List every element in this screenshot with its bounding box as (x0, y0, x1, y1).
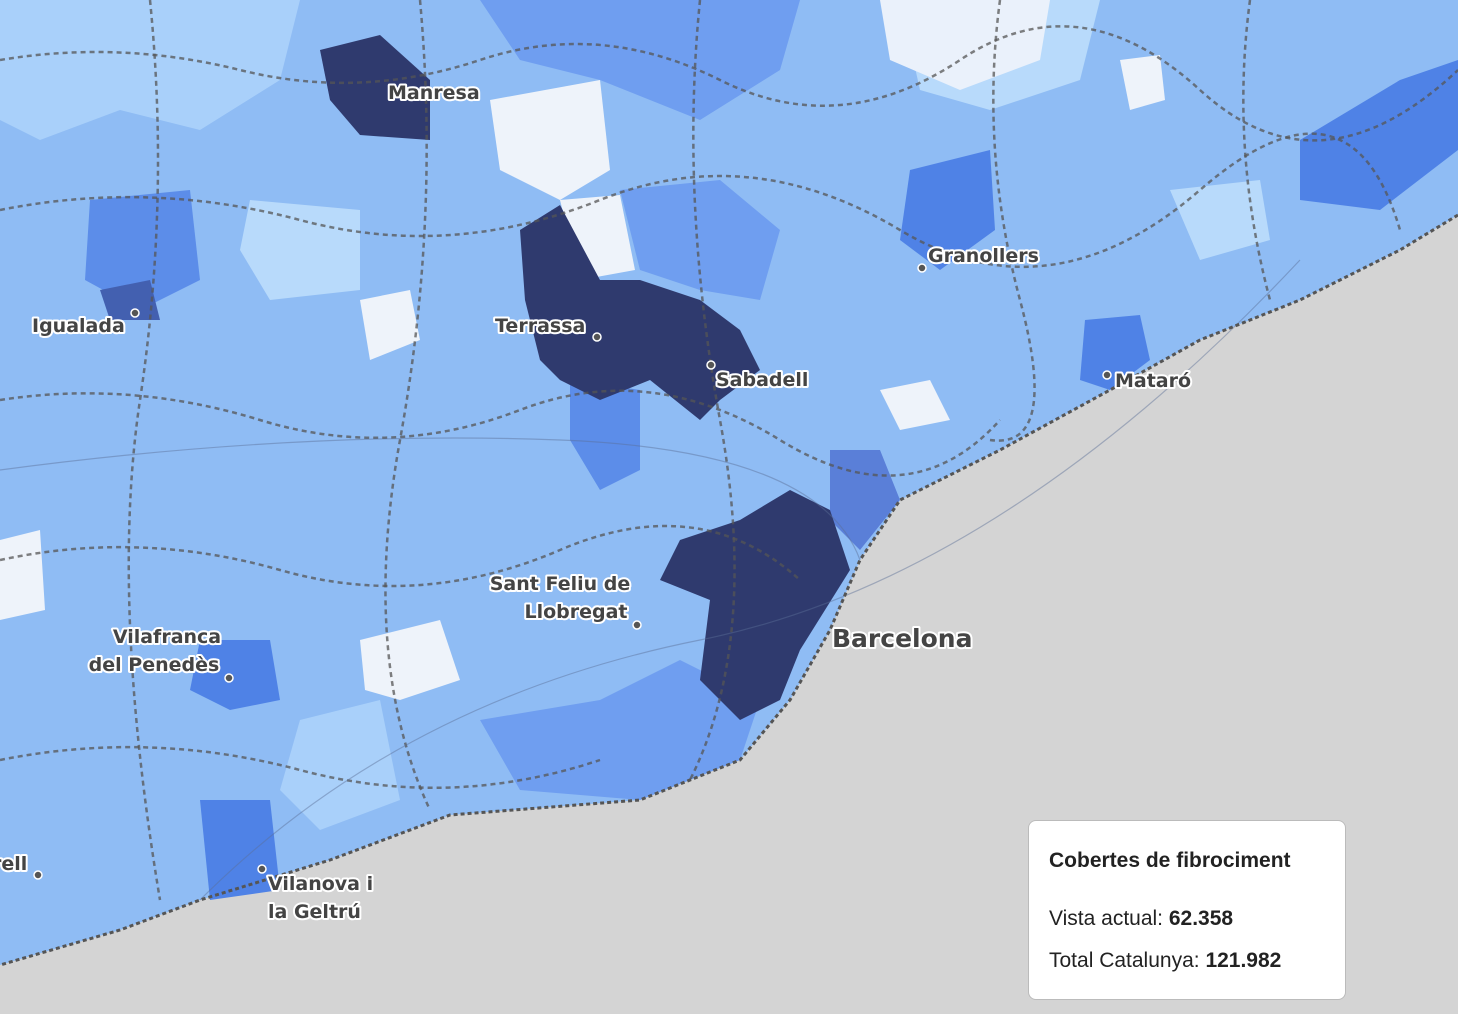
legend-row: Total Catalunya: 121.982 (1049, 949, 1325, 973)
city-label: Sabadell (716, 369, 808, 391)
city-label: Granollers (928, 245, 1039, 267)
city-dot (33, 870, 43, 880)
city-dots (33, 263, 1112, 880)
legend-value: 62.358 (1168, 907, 1234, 930)
city-label: Terrassa (495, 315, 585, 337)
legend-label: Total Catalunya: (1049, 949, 1200, 972)
city-label: Manresa (388, 82, 480, 104)
city-label: Igualada (32, 315, 125, 337)
city-label: la Geltrú (268, 901, 361, 923)
city-label: Vilanova i (268, 873, 373, 895)
city-dot (917, 263, 927, 273)
city-label: Sant Feliu de (490, 573, 630, 595)
legend-label: Vista actual: (1049, 907, 1164, 930)
city-label: rell (0, 853, 27, 875)
city-dot (706, 360, 716, 370)
city-label: Vilafranca (113, 626, 221, 648)
legend-title: Cobertes de fibrociment (1049, 849, 1291, 872)
legend-row: Vista actual: 62.358 (1049, 907, 1325, 931)
legend-box: Cobertes de fibrociment Vista actual: 62… (1028, 820, 1346, 1000)
borders (0, 0, 1458, 901)
city-dot (592, 332, 602, 342)
city-dot (1102, 370, 1112, 380)
city-dot (130, 308, 140, 318)
city-dot (224, 673, 234, 683)
city-label: del Penedès (89, 654, 220, 676)
legend-value: 121.982 (1205, 949, 1282, 972)
city-label: Barcelona (832, 624, 972, 653)
city-label: Mataró (1115, 370, 1191, 392)
city-dot (257, 864, 267, 874)
city-label: Llobregat (524, 601, 627, 623)
city-labels: Manresa Igualada Terrassa Sabadell Grano… (0, 80, 1193, 925)
city-dot (632, 620, 642, 630)
